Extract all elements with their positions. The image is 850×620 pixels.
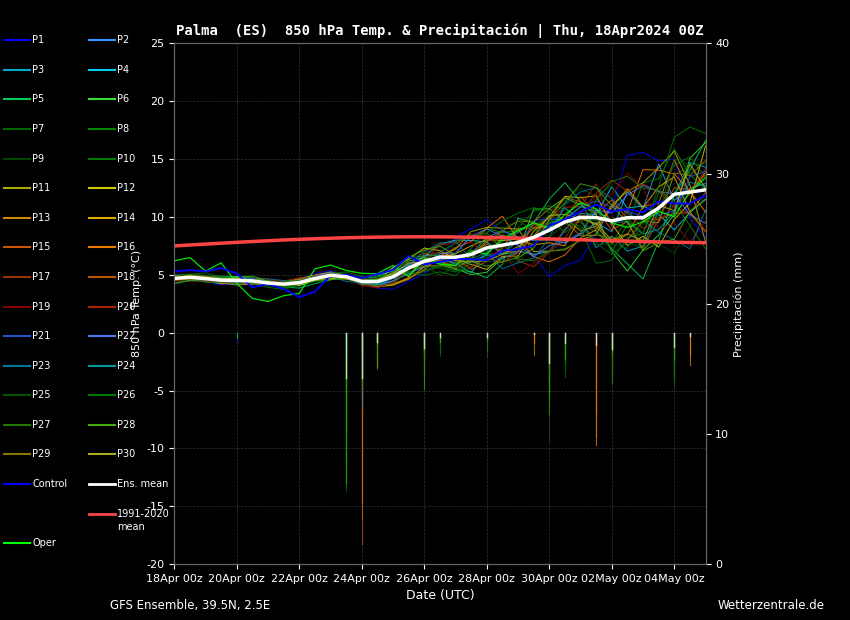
Text: P10: P10 bbox=[117, 154, 135, 164]
Text: P30: P30 bbox=[117, 450, 135, 459]
Text: P12: P12 bbox=[117, 184, 136, 193]
Text: P19: P19 bbox=[32, 301, 50, 311]
Text: P25: P25 bbox=[32, 391, 51, 401]
Text: P9: P9 bbox=[32, 154, 44, 164]
Text: P15: P15 bbox=[32, 242, 51, 252]
Text: P26: P26 bbox=[117, 391, 136, 401]
Y-axis label: Precipitación (mm): Precipitación (mm) bbox=[734, 251, 744, 356]
Text: P7: P7 bbox=[32, 124, 44, 134]
Text: P17: P17 bbox=[32, 272, 51, 282]
Text: P18: P18 bbox=[117, 272, 135, 282]
Text: P5: P5 bbox=[32, 94, 44, 104]
Text: P8: P8 bbox=[117, 124, 129, 134]
Text: P21: P21 bbox=[32, 331, 51, 341]
X-axis label: Date (UTC): Date (UTC) bbox=[405, 590, 474, 603]
Text: P24: P24 bbox=[117, 361, 136, 371]
Text: P22: P22 bbox=[117, 331, 136, 341]
Text: P6: P6 bbox=[117, 94, 129, 104]
Text: P16: P16 bbox=[117, 242, 135, 252]
Text: P4: P4 bbox=[117, 65, 129, 75]
Text: P29: P29 bbox=[32, 450, 51, 459]
Text: P13: P13 bbox=[32, 213, 50, 223]
Text: mean: mean bbox=[117, 522, 145, 532]
Text: 1991-2020: 1991-2020 bbox=[117, 508, 170, 518]
Text: P23: P23 bbox=[32, 361, 51, 371]
Text: P1: P1 bbox=[32, 35, 44, 45]
Text: Wetterzentrale.de: Wetterzentrale.de bbox=[717, 599, 824, 612]
Text: Ens. mean: Ens. mean bbox=[117, 479, 168, 489]
Text: Oper: Oper bbox=[32, 538, 56, 548]
Text: P20: P20 bbox=[117, 301, 136, 311]
Text: Control: Control bbox=[32, 479, 67, 489]
Text: P2: P2 bbox=[117, 35, 129, 45]
Y-axis label: 850 hPa Temp. (°C): 850 hPa Temp. (°C) bbox=[133, 250, 142, 357]
Text: GFS Ensemble, 39.5N, 2.5E: GFS Ensemble, 39.5N, 2.5E bbox=[110, 599, 271, 612]
Text: P3: P3 bbox=[32, 65, 44, 75]
Text: P14: P14 bbox=[117, 213, 135, 223]
Text: P28: P28 bbox=[117, 420, 136, 430]
Text: P27: P27 bbox=[32, 420, 51, 430]
Text: P11: P11 bbox=[32, 184, 50, 193]
Title: Palma  (ES)  850 hPa Temp. & Precipitación | Thu, 18Apr2024 00Z: Palma (ES) 850 hPa Temp. & Precipitación… bbox=[176, 24, 704, 38]
